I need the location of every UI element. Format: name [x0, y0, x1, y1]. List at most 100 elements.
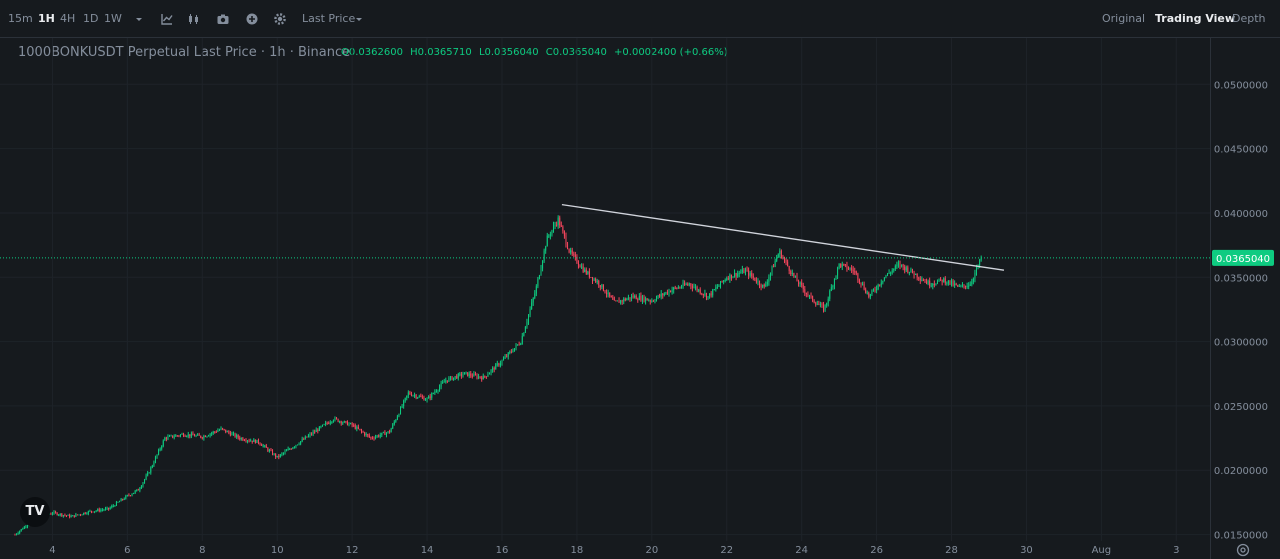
candle-body [184, 435, 186, 437]
candle-body [837, 267, 839, 276]
candle-body [766, 282, 768, 285]
candle-body [813, 300, 815, 303]
candle-body [490, 369, 492, 373]
candle-body [365, 434, 367, 436]
candle-body [120, 499, 122, 502]
candle-body [314, 431, 316, 433]
candle-body [715, 287, 717, 290]
candle-body [432, 393, 434, 395]
candle-body [286, 450, 288, 452]
view-trading-view[interactable]: Trading View [1155, 12, 1236, 25]
x-tick-label: 4 [49, 545, 55, 556]
candle-body [75, 514, 77, 517]
interval-4h[interactable]: 4H [60, 12, 76, 25]
candle-body [563, 230, 565, 236]
camera-icon[interactable] [216, 12, 230, 26]
candle-body [517, 344, 519, 346]
candle-body [55, 511, 57, 513]
x-tick-label: 3 [1173, 545, 1179, 556]
candle-body [329, 422, 331, 424]
view-original[interactable]: Original [1102, 12, 1146, 25]
candle-body [317, 429, 319, 431]
candle-body [721, 281, 723, 283]
candle-body [250, 440, 252, 442]
candle-body [660, 293, 662, 297]
candle-body [175, 435, 177, 437]
candle-body [763, 284, 765, 287]
candle-body [538, 275, 540, 279]
x-tick-label: Aug [1092, 545, 1112, 556]
candle-body [629, 297, 631, 299]
candle-body [593, 279, 595, 281]
candle-body [424, 399, 426, 401]
chart-settings-icon[interactable] [1236, 543, 1250, 557]
gear-icon[interactable] [273, 12, 287, 26]
candle-body [404, 397, 406, 401]
candle-body [913, 272, 915, 276]
candle-body [370, 436, 372, 438]
candle-body [284, 451, 286, 453]
candle-body [236, 435, 238, 437]
candle-body [868, 292, 870, 297]
candle-body [624, 298, 626, 301]
candle-body [87, 511, 89, 514]
candle-body [835, 275, 837, 280]
candle-body [481, 377, 483, 380]
candle-body [467, 372, 469, 377]
candle-body [325, 422, 327, 425]
candle-body [899, 263, 901, 266]
interval-1h[interactable]: 1H [38, 12, 55, 25]
chevron-down-icon[interactable] [352, 12, 366, 26]
candle-body [971, 281, 973, 285]
candle-body [183, 433, 185, 436]
candle-type-icon[interactable] [187, 12, 201, 26]
chevron-down-icon[interactable] [132, 12, 146, 26]
indicators-icon[interactable] [160, 12, 174, 26]
price-chart[interactable]: 0.0365040 0.05000000.04500000.04000000.0… [0, 38, 1280, 559]
candle-body [315, 429, 317, 433]
candle-body [773, 266, 775, 268]
candle-body [231, 433, 233, 436]
candle-body [936, 280, 938, 284]
interval-1d[interactable]: 1D [83, 12, 99, 25]
candle-body [301, 439, 303, 442]
candle-body [592, 277, 594, 281]
candle-body [852, 269, 854, 272]
candle-body [84, 512, 86, 514]
candle-body [307, 435, 309, 438]
y-tick-label: 0.0400000 [1214, 209, 1268, 220]
candle-body [348, 423, 350, 426]
candle-body [882, 280, 884, 283]
candle-body [351, 423, 353, 426]
candle-body [26, 525, 28, 527]
candle-body [462, 374, 464, 376]
candle-body [885, 275, 887, 278]
interval-1w[interactable]: 1W [104, 12, 122, 25]
candle-body [393, 421, 395, 425]
candle-body [648, 300, 650, 302]
candle-body [946, 282, 948, 284]
candle-body [198, 434, 200, 436]
candle-body [471, 375, 473, 377]
candle-body [529, 308, 531, 315]
x-tick-label: 16 [496, 545, 509, 556]
price-type-select[interactable]: Last Price [302, 12, 356, 25]
candle-body [218, 429, 220, 431]
interval-15m[interactable]: 15m [8, 12, 33, 25]
candle-body [932, 283, 934, 286]
candle-body [281, 453, 283, 455]
candle-body [208, 435, 210, 437]
candle-body [604, 290, 606, 293]
candle-body [225, 429, 227, 433]
candle-body [849, 268, 851, 270]
candle-body [189, 434, 191, 437]
candle-body [666, 292, 668, 294]
candle-body [646, 298, 648, 301]
candle-body [751, 273, 753, 277]
add-icon[interactable] [245, 12, 259, 26]
candle-body [847, 268, 849, 270]
view-depth[interactable]: Depth [1232, 12, 1266, 25]
candle-body [521, 336, 523, 344]
candle-body [827, 298, 829, 303]
candle-body [691, 285, 693, 288]
